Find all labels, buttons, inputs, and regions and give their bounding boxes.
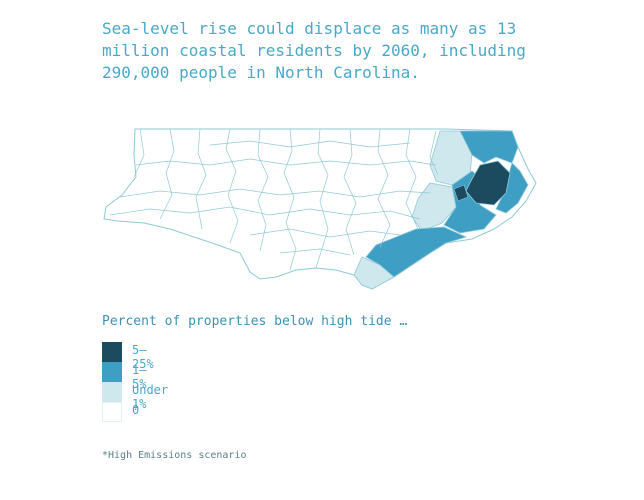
footnote: *High Emissions scenario: [102, 450, 247, 461]
legend-label: 1–5%: [132, 363, 147, 391]
legend-label: 0: [132, 403, 140, 417]
county-borders: [109, 128, 439, 271]
legend-swatch: [102, 342, 122, 362]
headline: Sea-level rise could displace as many as…: [102, 19, 526, 82]
legend-label: Under 1%: [132, 383, 169, 411]
legend-swatch: [102, 362, 122, 382]
region-1-5pct-southeast: [365, 226, 468, 278]
north-carolina-county-map: [103, 128, 537, 290]
legend-title: Percent of properties below high tide …: [102, 314, 408, 329]
legend-label: 5–25%: [132, 343, 154, 371]
legend-swatch: [102, 402, 122, 422]
region-5-25pct: [465, 160, 511, 206]
region-1-5pct-northeast: [459, 130, 519, 164]
legend-swatch: [102, 382, 122, 402]
region-5-25pct-islet: [453, 184, 469, 202]
